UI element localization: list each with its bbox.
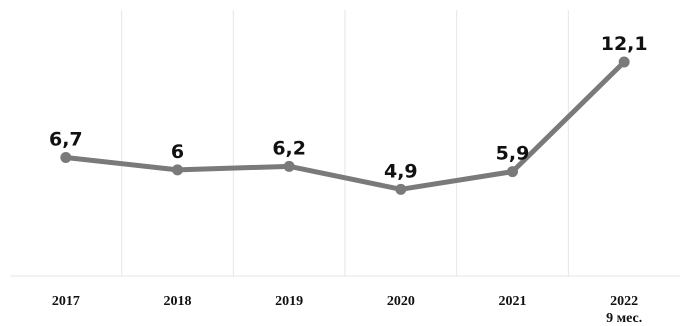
data-label: 6,7 bbox=[49, 129, 83, 151]
data-point bbox=[283, 160, 295, 172]
data-point bbox=[507, 166, 518, 178]
x-tick-label: 2022 bbox=[610, 294, 638, 309]
data-label: 12,1 bbox=[601, 33, 648, 55]
x-tick-label: 2019 bbox=[275, 294, 303, 309]
data-point bbox=[618, 56, 630, 68]
x-tick-label: 2021 bbox=[499, 294, 527, 309]
series-layer bbox=[60, 56, 630, 195]
data-point bbox=[60, 152, 72, 164]
data-label: 4,9 bbox=[384, 160, 418, 182]
data-label: 6,2 bbox=[272, 137, 306, 159]
grid-layer bbox=[121, 10, 569, 276]
data-point bbox=[395, 183, 407, 195]
x-tick-label: 2020 bbox=[387, 294, 415, 309]
data-label: 6 bbox=[171, 141, 184, 163]
x-tick-sublabel: 9 мес. bbox=[606, 311, 642, 326]
series-line bbox=[63, 59, 627, 192]
data-label: 5,9 bbox=[496, 143, 530, 165]
axis-layer: 2017 2018 2019 2020 2021 2022 9 мес. bbox=[10, 275, 680, 326]
data-point bbox=[172, 164, 183, 176]
label-layer: 6,7 6 6,2 4,9 5,9 12,1 bbox=[49, 33, 648, 182]
x-tick-label: 2018 bbox=[164, 294, 192, 309]
x-tick-label: 2017 bbox=[52, 294, 80, 309]
